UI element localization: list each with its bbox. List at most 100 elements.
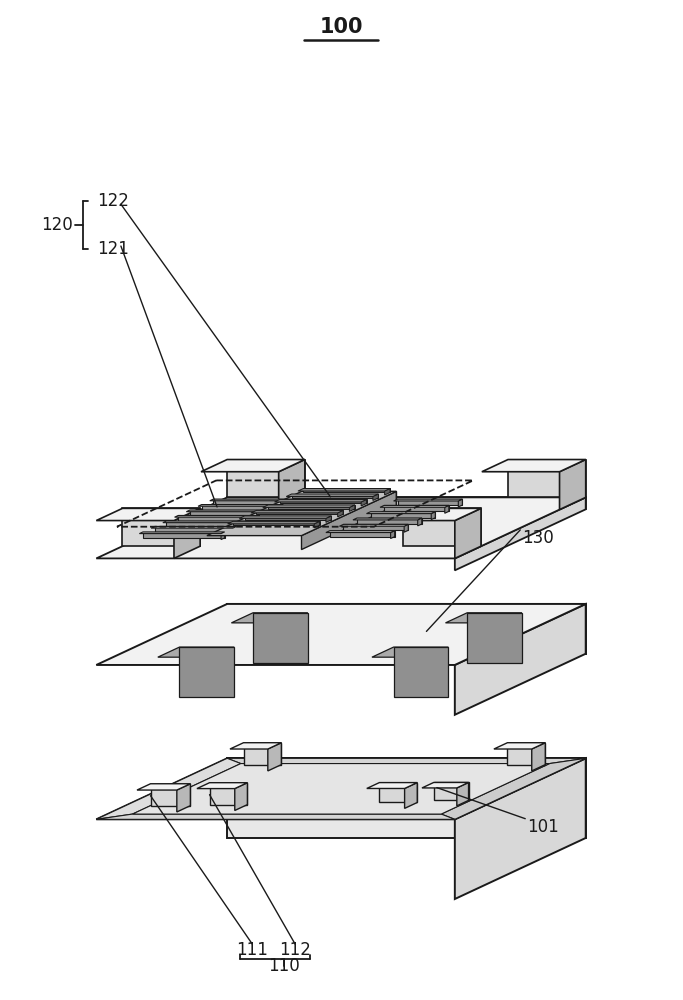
Polygon shape [174,508,200,558]
Polygon shape [507,743,545,765]
Polygon shape [367,783,417,788]
Polygon shape [239,516,331,518]
Polygon shape [213,499,295,505]
Polygon shape [275,499,367,502]
Polygon shape [137,784,191,790]
Polygon shape [263,505,355,507]
Text: 122: 122 [97,192,129,210]
Polygon shape [457,782,469,806]
Polygon shape [177,784,191,812]
Polygon shape [235,783,247,810]
Polygon shape [96,604,586,665]
Polygon shape [422,782,469,788]
Polygon shape [197,783,247,789]
Polygon shape [344,524,408,530]
Polygon shape [244,743,281,765]
Polygon shape [158,647,234,657]
Polygon shape [221,532,225,540]
Polygon shape [314,521,320,528]
Polygon shape [367,512,435,514]
Text: 130: 130 [522,529,554,547]
Polygon shape [482,460,586,472]
Polygon shape [186,510,272,512]
Polygon shape [96,814,455,819]
Polygon shape [441,758,586,819]
Polygon shape [373,494,378,500]
Polygon shape [372,647,448,657]
Polygon shape [330,531,395,537]
Text: 110: 110 [268,957,300,975]
Polygon shape [253,613,308,663]
Polygon shape [167,521,248,527]
Polygon shape [532,743,545,771]
Polygon shape [377,508,481,521]
Polygon shape [151,526,236,528]
Polygon shape [303,488,390,492]
Polygon shape [380,505,449,507]
Polygon shape [292,494,378,498]
Text: 120: 120 [42,216,73,234]
Polygon shape [455,497,586,570]
Polygon shape [445,505,449,513]
Polygon shape [227,758,586,838]
Polygon shape [302,491,396,505]
Polygon shape [280,499,367,503]
Polygon shape [155,526,236,532]
Polygon shape [230,743,281,749]
Polygon shape [227,497,586,509]
Polygon shape [175,515,260,517]
Polygon shape [227,460,305,497]
Polygon shape [391,531,395,539]
Polygon shape [96,758,586,819]
Polygon shape [458,499,462,507]
Polygon shape [279,460,305,510]
Text: 101: 101 [527,818,559,836]
Polygon shape [418,518,421,526]
Polygon shape [326,516,331,522]
Polygon shape [455,758,586,899]
Polygon shape [201,505,283,511]
Polygon shape [251,510,343,513]
Polygon shape [384,505,449,511]
Polygon shape [398,499,462,505]
Polygon shape [268,743,281,771]
Polygon shape [233,526,236,534]
Polygon shape [245,516,331,520]
Polygon shape [393,499,462,501]
Polygon shape [268,505,355,509]
Polygon shape [163,521,248,523]
Polygon shape [227,758,586,764]
Polygon shape [434,782,469,800]
Polygon shape [379,783,417,802]
Polygon shape [353,518,421,520]
Polygon shape [210,783,247,805]
Polygon shape [404,524,408,532]
Polygon shape [227,604,586,654]
Polygon shape [508,460,586,497]
Polygon shape [467,613,522,663]
Polygon shape [404,508,481,546]
Polygon shape [339,524,408,526]
Polygon shape [559,460,586,510]
Polygon shape [198,505,283,506]
Polygon shape [431,512,435,520]
Polygon shape [245,521,248,529]
Polygon shape [361,499,367,506]
Polygon shape [385,488,390,495]
Polygon shape [133,764,550,814]
Polygon shape [286,494,378,496]
Polygon shape [445,613,522,623]
Polygon shape [455,508,481,558]
Polygon shape [393,647,448,697]
Polygon shape [122,508,200,546]
Text: 100: 100 [319,17,363,37]
Polygon shape [201,460,305,472]
Polygon shape [233,521,320,525]
Polygon shape [150,784,191,806]
Polygon shape [96,758,241,819]
Text: 112: 112 [279,941,311,959]
Polygon shape [178,515,260,521]
Polygon shape [190,510,272,516]
Polygon shape [207,491,396,536]
Polygon shape [350,505,355,511]
